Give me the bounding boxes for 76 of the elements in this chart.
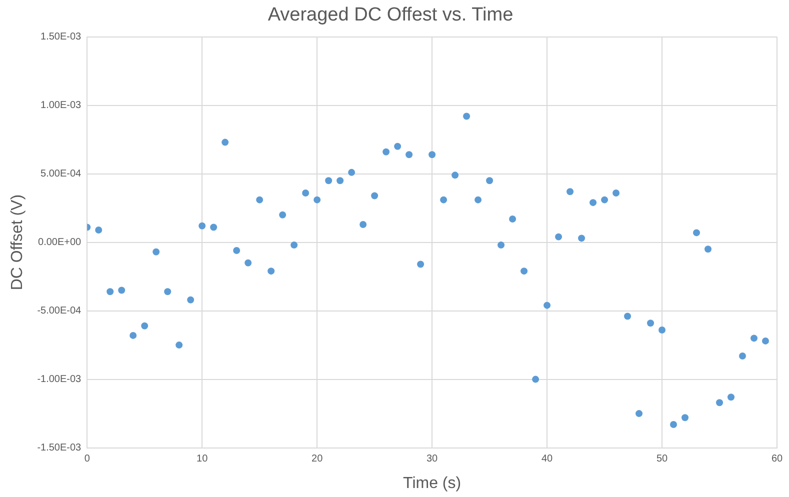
x-tick-label: 30 bbox=[426, 454, 438, 465]
y-tick-label: 5.00E-04 bbox=[40, 168, 82, 180]
point bbox=[647, 320, 654, 327]
point bbox=[474, 196, 482, 204]
point bbox=[382, 148, 390, 156]
point bbox=[141, 322, 148, 330]
point bbox=[428, 151, 436, 158]
point bbox=[268, 268, 275, 275]
point bbox=[210, 224, 218, 231]
point bbox=[566, 188, 574, 196]
point bbox=[624, 312, 632, 320]
point bbox=[360, 220, 367, 228]
point bbox=[452, 172, 459, 179]
point bbox=[152, 248, 160, 256]
point bbox=[693, 229, 700, 236]
point bbox=[336, 177, 344, 184]
point bbox=[670, 421, 678, 428]
x-axis-title: Time (s) bbox=[403, 474, 462, 492]
point bbox=[406, 151, 413, 158]
point bbox=[555, 233, 562, 240]
x-tick-label: 20 bbox=[312, 454, 324, 465]
point bbox=[348, 168, 356, 176]
point bbox=[176, 342, 183, 349]
x-tick-label: 0 bbox=[84, 454, 90, 465]
point bbox=[440, 196, 448, 204]
point bbox=[544, 302, 551, 309]
point bbox=[118, 286, 126, 294]
point bbox=[302, 189, 310, 196]
y-tick-label: 1.00E-03 bbox=[40, 100, 82, 112]
chart-title: Averaged DC Offest vs. Time bbox=[268, 4, 514, 26]
point bbox=[658, 326, 666, 334]
y-tick-label: 1.50E-03 bbox=[40, 32, 82, 43]
point bbox=[612, 189, 620, 196]
x-tick-label: 10 bbox=[196, 454, 208, 465]
point bbox=[682, 414, 689, 422]
x-tick-label: 40 bbox=[541, 454, 554, 465]
point bbox=[279, 211, 286, 218]
point bbox=[290, 242, 298, 249]
point bbox=[417, 260, 424, 268]
point bbox=[222, 138, 229, 146]
point bbox=[130, 332, 137, 339]
y-axis-title: DC Offset (V) bbox=[9, 194, 26, 290]
point bbox=[198, 222, 206, 230]
point bbox=[498, 242, 505, 249]
point bbox=[164, 288, 172, 296]
point bbox=[314, 196, 321, 204]
y-tick-label: -1.00E-03 bbox=[37, 374, 82, 386]
point bbox=[520, 268, 528, 275]
point bbox=[394, 142, 402, 150]
point bbox=[590, 199, 597, 206]
point bbox=[601, 196, 608, 204]
point bbox=[578, 234, 586, 242]
point bbox=[739, 352, 746, 360]
point bbox=[325, 177, 332, 184]
x-tick-label: 60 bbox=[771, 454, 783, 465]
point bbox=[371, 192, 378, 200]
point bbox=[704, 246, 712, 253]
point bbox=[532, 376, 540, 383]
point bbox=[486, 177, 494, 184]
point bbox=[106, 288, 114, 296]
point bbox=[636, 410, 643, 418]
x-tick-label: 50 bbox=[656, 454, 668, 465]
point bbox=[256, 196, 264, 204]
point bbox=[750, 334, 758, 342]
point bbox=[187, 296, 194, 304]
point bbox=[244, 259, 252, 266]
point bbox=[463, 112, 470, 120]
y-tick-label: -1.50E-03 bbox=[37, 442, 82, 454]
y-tick-label: 0.00E+00 bbox=[38, 237, 82, 248]
point bbox=[762, 337, 769, 344]
point bbox=[728, 394, 735, 401]
point bbox=[95, 226, 102, 234]
y-tick-label: -5.00E-04 bbox=[37, 306, 82, 317]
point bbox=[233, 247, 240, 254]
point bbox=[716, 399, 724, 406]
point bbox=[509, 216, 516, 223]
